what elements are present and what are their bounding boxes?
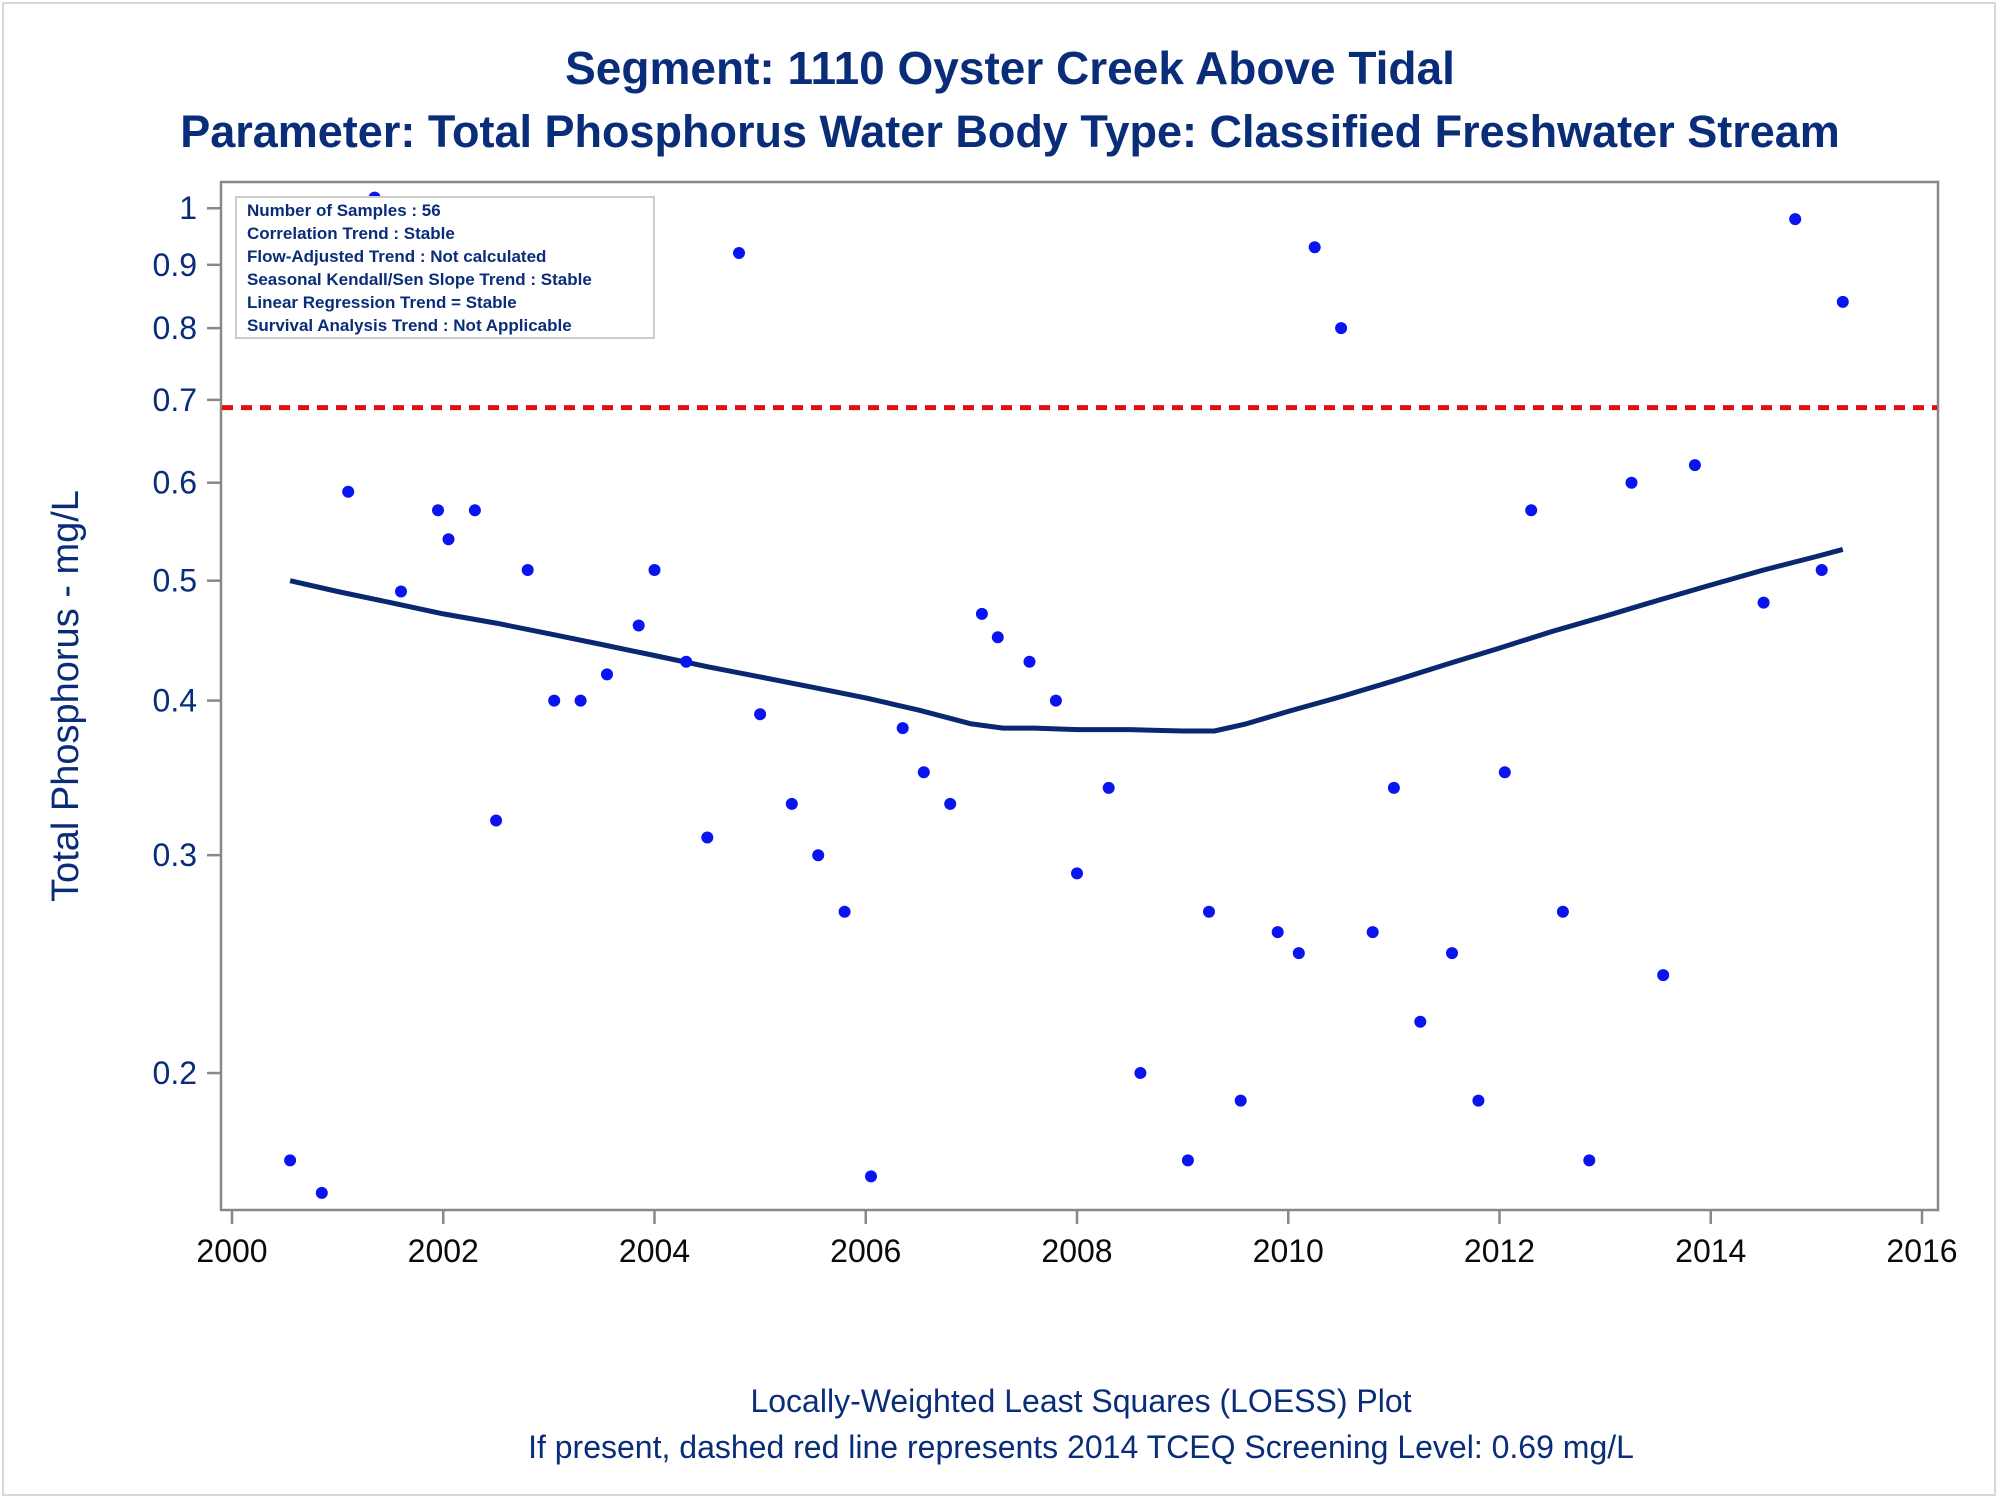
- data-point: [701, 831, 714, 844]
- data-point: [1789, 213, 1802, 226]
- data-point: [1688, 459, 1701, 472]
- data-point: [1625, 476, 1638, 489]
- data-point: [975, 607, 988, 620]
- y-tick-label: 0.7: [153, 382, 197, 418]
- x-tick-label: 2006: [830, 1233, 901, 1269]
- data-point: [1335, 322, 1348, 335]
- stats-seasonal-kendall: Seasonal Kendall/Sen Slope Trend : Stabl…: [247, 270, 592, 289]
- data-point: [785, 797, 798, 810]
- data-point: [733, 247, 745, 259]
- data-point: [468, 504, 481, 517]
- data-point: [395, 585, 407, 598]
- data-point: [1049, 694, 1062, 707]
- y-tick-label: 0.6: [153, 465, 197, 501]
- stats-flow-adjusted: Flow-Adjusted Trend : Not calculated: [247, 247, 546, 266]
- data-point: [865, 1170, 877, 1183]
- x-tick-label: 2000: [196, 1233, 267, 1269]
- chart-subtitle: Parameter: Total Phosphorus Water Body T…: [180, 106, 1840, 157]
- data-point: [315, 1186, 328, 1199]
- y-tick-label: 0.9: [153, 247, 197, 283]
- plot-frame: [219, 180, 1940, 1212]
- data-point: [1387, 781, 1400, 794]
- data-point: [1815, 564, 1828, 576]
- x-axis: 2000 2002 2004 2006 2008 2010 2012 2014 2016: [196, 1210, 1958, 1269]
- data-point: [1071, 867, 1083, 880]
- chart-title: Segment: 1110 Oyster Creek Above Tidal: [565, 42, 1455, 94]
- data-point: [1234, 1094, 1247, 1107]
- x-tick-label: 2010: [1253, 1233, 1324, 1269]
- data-point: [601, 668, 613, 681]
- data-point: [648, 564, 661, 576]
- y-tick-label: 0.2: [153, 1055, 197, 1091]
- loess-curve: [289, 546, 1844, 734]
- data-point: [1366, 926, 1379, 939]
- x-tick-label: 2016: [1886, 1233, 1957, 1269]
- data-point: [991, 631, 1004, 644]
- data-point: [432, 504, 444, 517]
- footnote-loess: Locally-Weighted Least Squares (LOESS) P…: [750, 1383, 1411, 1419]
- data-point: [342, 485, 355, 498]
- x-tick-label: 2004: [619, 1233, 690, 1269]
- data-point: [1472, 1094, 1485, 1107]
- data-point: [1498, 766, 1511, 779]
- data-point: [1203, 905, 1215, 918]
- data-point: [1583, 1154, 1596, 1167]
- data-point: [284, 1154, 297, 1167]
- data-point: [632, 619, 645, 632]
- data-point: [944, 797, 957, 810]
- data-point: [1271, 926, 1284, 939]
- data-point: [1181, 1154, 1194, 1167]
- data-point: [548, 694, 561, 707]
- data-point: [917, 766, 930, 779]
- data-point: [812, 849, 825, 862]
- x-tick-label: 2012: [1464, 1233, 1535, 1269]
- data-point: [896, 722, 909, 735]
- y-tick-label: 1: [179, 190, 197, 226]
- x-tick-label: 2008: [1041, 1233, 1112, 1269]
- data-point: [1134, 1067, 1147, 1079]
- stats-linear-regression: Linear Regression Trend = Stable: [247, 293, 517, 312]
- data-point: [1657, 969, 1670, 982]
- x-tick-label: 2014: [1675, 1233, 1746, 1269]
- data-point: [442, 533, 455, 546]
- data-point: [1757, 596, 1770, 609]
- data-point: [1292, 947, 1305, 960]
- data-point: [754, 708, 767, 721]
- data-point: [1102, 781, 1115, 794]
- x-tick-label: 2002: [408, 1233, 479, 1269]
- data-point: [574, 694, 587, 707]
- data-points: [284, 191, 1849, 1199]
- stats-correlation: Correlation Trend : Stable: [247, 224, 455, 243]
- y-tick-label: 0.8: [153, 310, 197, 346]
- data-point: [1525, 504, 1538, 517]
- data-point: [521, 564, 534, 576]
- data-point: [490, 814, 503, 827]
- data-point: [680, 655, 693, 668]
- data-point: [838, 905, 851, 918]
- stats-box-border: [235, 196, 655, 339]
- stats-box: Number of Samples : 56 Correlation Trend…: [235, 196, 655, 339]
- data-point: [1308, 241, 1321, 254]
- y-tick-label: 0.4: [153, 683, 197, 719]
- y-axis-label: Total Phosphorus - mg/L: [45, 490, 87, 902]
- y-tick-label: 0.3: [153, 837, 197, 873]
- stats-samples: Number of Samples : 56: [247, 201, 441, 220]
- data-point: [1023, 655, 1036, 668]
- y-axis: 0.2 0.3 0.4 0.5 0.6 0.7 0.8 0.9 1: [153, 190, 221, 1091]
- stats-survival: Survival Analysis Trend : Not Applicable: [247, 316, 572, 335]
- data-point: [1414, 1015, 1427, 1028]
- footnote-screening: If present, dashed red line represents 2…: [528, 1429, 1634, 1465]
- data-point: [1836, 295, 1849, 308]
- y-tick-label: 0.5: [153, 563, 197, 599]
- data-point: [1556, 905, 1569, 918]
- data-point: [1446, 947, 1458, 960]
